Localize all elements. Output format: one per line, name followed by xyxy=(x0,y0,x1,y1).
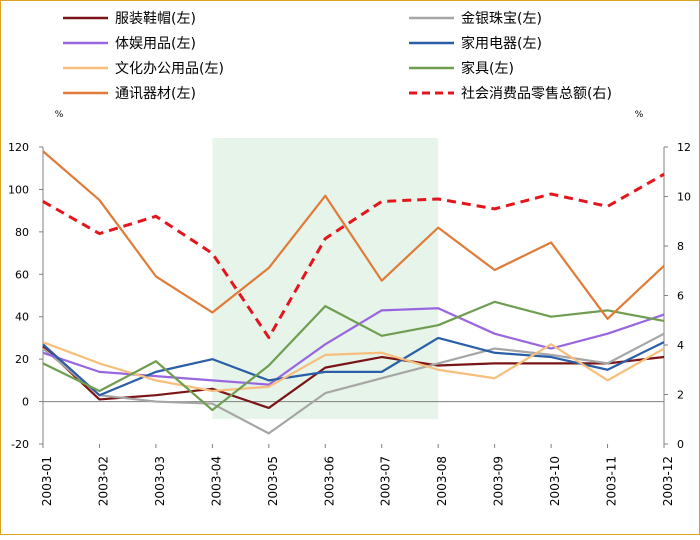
series-line-5 xyxy=(42,300,665,412)
x-tick-label: 2003-02 xyxy=(96,456,110,506)
left-tick-label: 40 xyxy=(15,311,29,324)
legend-label: 文化办公用品(左) xyxy=(115,61,224,77)
axes: -20 0 20 40 60 80 100 120 0 2 4 6 8 10 12 2003-01 2003-0… xyxy=(8,141,691,506)
x-tick-label: 2003-12 xyxy=(661,456,675,506)
x-tick-label: 2003-04 xyxy=(209,456,223,506)
right-tick-label: 10 xyxy=(677,191,691,204)
left-tick-label: 0 xyxy=(22,396,29,409)
left-tick-label: 60 xyxy=(15,268,29,281)
legend-label: 金银珠宝(左) xyxy=(461,11,542,27)
series-line-4 xyxy=(42,341,665,393)
series-line-3 xyxy=(42,336,665,397)
x-tick-label: 2003-01 xyxy=(40,456,54,506)
legend-label: 社会消费品零售总额(右) xyxy=(461,86,612,102)
right-tick-label: 2 xyxy=(677,389,684,402)
shaded-period xyxy=(212,138,439,419)
right-tick-label: 4 xyxy=(677,339,684,352)
left-tick-label: -20 xyxy=(11,438,29,451)
left-axis-unit: % xyxy=(55,110,64,120)
series-line-7 xyxy=(42,172,665,340)
series-line-6 xyxy=(42,150,665,320)
legend: 服装鞋帽(左) 金银珠宝(左) 体娱用品(左) 家用电器(左) 文化办公用品(左) 家具(… xyxy=(63,11,612,102)
x-tick-label: 2003-03 xyxy=(153,456,167,506)
series-line-0 xyxy=(42,345,665,410)
legend-label: 服装鞋帽(左) xyxy=(115,11,196,27)
series-lines xyxy=(42,150,665,435)
left-tick-label: 120 xyxy=(8,141,29,154)
right-tick-label: 0 xyxy=(677,438,684,451)
right-tick-label: 6 xyxy=(677,290,684,303)
legend-label: 体娱用品(左) xyxy=(115,36,196,52)
right-tick-label: 8 xyxy=(677,240,684,253)
x-tick-label: 2003-07 xyxy=(379,456,393,506)
legend-label: 家用电器(左) xyxy=(461,35,542,52)
left-tick-label: 20 xyxy=(15,353,29,366)
left-tick-label: 80 xyxy=(15,226,29,239)
series-line-1 xyxy=(42,332,665,435)
x-tick-label: 2003-06 xyxy=(322,456,336,506)
right-axis-unit: % xyxy=(635,110,644,120)
x-tick-label: 2003-08 xyxy=(435,456,449,506)
left-tick-label: 100 xyxy=(8,183,29,196)
legend-label: 通讯器材(左) xyxy=(115,86,196,102)
legend-label: 家具(左) xyxy=(461,60,514,77)
right-tick-label: 12 xyxy=(677,141,691,154)
x-tick-label: 2003-10 xyxy=(548,456,562,506)
x-tick-label: 2003-05 xyxy=(266,456,280,506)
x-tick-label: 2003-11 xyxy=(605,456,619,506)
x-tick-label: 2003-09 xyxy=(492,456,506,506)
